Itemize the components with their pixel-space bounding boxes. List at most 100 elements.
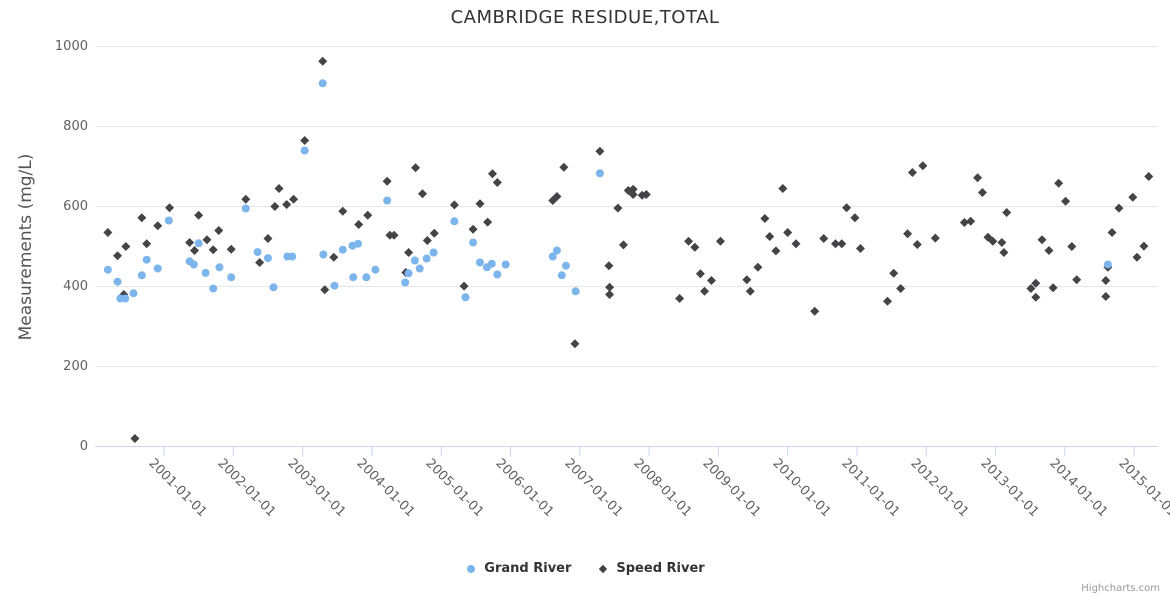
data-point-speed-river[interactable] [700,286,710,296]
data-point-speed-river[interactable] [1072,275,1082,285]
data-point-grand-river[interactable] [429,248,438,257]
data-point-speed-river[interactable] [208,245,218,255]
data-point-speed-river[interactable] [137,213,147,223]
data-point-grand-river[interactable] [461,293,470,302]
data-point-speed-river[interactable] [1114,203,1124,213]
data-point-speed-river[interactable] [810,306,820,316]
legend-item-grand-river[interactable]: Grand River [465,561,571,576]
data-point-speed-river[interactable] [783,228,793,237]
data-point-speed-river[interactable] [300,136,310,145]
data-point-speed-river[interactable] [605,282,615,292]
data-point-speed-river[interactable] [1107,228,1117,237]
data-point-speed-river[interactable] [977,188,987,197]
data-point-speed-river[interactable] [889,268,899,278]
data-point-grand-river[interactable] [487,259,496,268]
data-point-speed-river[interactable] [194,210,204,220]
data-point-grand-river[interactable] [415,264,424,273]
data-point-speed-river[interactable] [778,184,788,193]
data-point-grand-river[interactable] [194,239,203,248]
data-point-speed-river[interactable] [966,216,976,226]
data-point-speed-river[interactable] [715,236,725,246]
data-point-speed-river[interactable] [999,248,1009,257]
data-point-speed-river[interactable] [241,194,251,204]
data-point-grand-river[interactable] [142,255,151,264]
data-point-speed-river[interactable] [896,284,906,293]
data-point-speed-river[interactable] [831,239,841,249]
data-point-speed-river[interactable] [1061,196,1071,206]
data-point-speed-river[interactable] [130,434,140,443]
data-point-speed-river[interactable] [121,242,131,251]
data-point-grand-river[interactable] [571,287,580,296]
data-point-grand-river[interactable] [153,264,162,273]
data-point-speed-river[interactable] [274,184,284,193]
data-point-speed-river[interactable] [641,190,651,199]
data-point-speed-river[interactable] [850,213,860,223]
data-point-speed-river[interactable] [1132,252,1142,262]
data-point-speed-river[interactable] [468,224,478,234]
data-point-speed-river[interactable] [475,199,485,209]
data-point-speed-river[interactable] [329,252,339,262]
data-point-speed-river[interactable] [760,214,770,223]
data-point-grand-river[interactable] [263,254,272,263]
data-point-speed-river[interactable] [1026,284,1036,293]
data-point-grand-river[interactable] [330,281,339,290]
data-point-speed-river[interactable] [882,296,892,306]
data-point-speed-river[interactable] [918,161,928,171]
data-point-speed-river[interactable] [1031,278,1041,288]
data-point-grand-river[interactable] [338,245,347,254]
data-point-grand-river[interactable] [189,260,198,269]
data-point-speed-river[interactable] [1139,241,1149,251]
data-point-grand-river[interactable] [318,79,327,88]
data-point-grand-river[interactable] [215,263,224,272]
data-point-speed-river[interactable] [912,240,922,249]
data-point-speed-river[interactable] [959,218,969,227]
data-point-speed-river[interactable] [103,228,113,237]
data-point-speed-river[interactable] [613,203,623,213]
data-point-grand-river[interactable] [410,256,419,265]
data-point-speed-river[interactable] [771,246,781,256]
data-point-grand-river[interactable] [469,238,478,247]
data-point-speed-river[interactable] [595,146,605,156]
data-point-speed-river[interactable] [459,281,469,291]
data-point-speed-river[interactable] [628,184,638,194]
data-point-grand-river[interactable] [113,277,122,286]
data-point-speed-river[interactable] [997,238,1007,247]
data-point-speed-river[interactable] [559,162,569,172]
data-point-grand-river[interactable] [450,217,459,226]
data-point-grand-river[interactable] [493,270,502,279]
data-point-speed-river[interactable] [684,236,694,246]
data-point-speed-river[interactable] [429,228,439,238]
data-point-grand-river[interactable] [300,146,309,155]
data-point-grand-river[interactable] [288,252,297,261]
data-point-speed-river[interactable] [411,163,421,173]
data-point-grand-river[interactable] [404,269,413,278]
data-point-speed-river[interactable] [289,194,299,204]
data-point-grand-river[interactable] [595,169,604,178]
data-point-speed-river[interactable] [354,220,364,229]
data-point-speed-river[interactable] [422,236,432,245]
data-point-speed-river[interactable] [1002,208,1012,217]
data-point-grand-river[interactable] [121,294,130,303]
data-point-speed-river[interactable] [690,242,700,252]
data-point-speed-river[interactable] [675,294,685,303]
data-point-grand-river[interactable] [201,268,210,277]
data-point-speed-river[interactable] [855,244,865,253]
credits-link[interactable]: Highcharts.com [1081,583,1160,594]
data-point-speed-river[interactable] [973,173,983,183]
data-point-speed-river[interactable] [282,200,292,209]
data-point-grand-river[interactable] [164,216,173,225]
data-point-speed-river[interactable] [153,221,163,231]
data-point-grand-river[interactable] [1103,260,1112,269]
data-point-speed-river[interactable] [189,246,199,255]
data-point-grand-river[interactable] [241,204,250,213]
data-point-speed-river[interactable] [1037,235,1047,245]
data-point-speed-river[interactable] [255,258,265,267]
data-point-speed-river[interactable] [142,239,152,249]
data-point-grand-river[interactable] [349,273,358,282]
data-point-speed-river[interactable] [214,226,224,235]
data-point-grand-river[interactable] [354,239,363,248]
data-point-speed-river[interactable] [318,56,328,66]
data-point-speed-river[interactable] [837,239,847,249]
data-point-speed-river[interactable] [320,285,330,295]
data-point-grand-river[interactable] [552,246,561,255]
